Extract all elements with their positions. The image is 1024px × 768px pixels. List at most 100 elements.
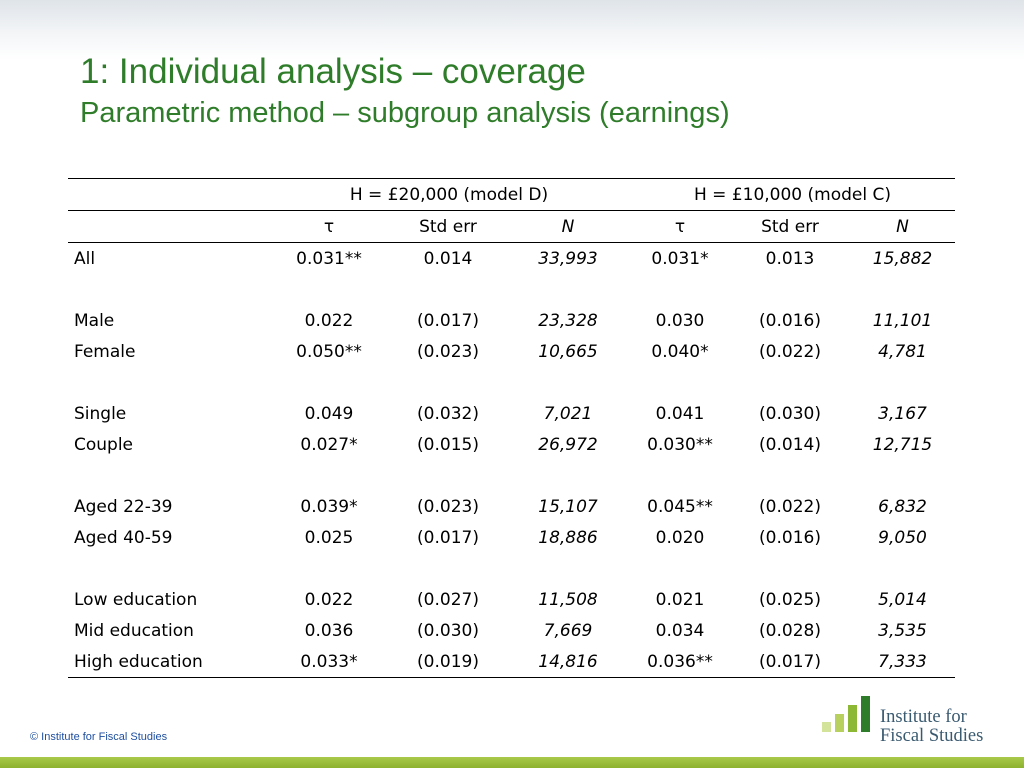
table-cell: (0.015) bbox=[417, 434, 479, 455]
table-cell: (0.017) bbox=[417, 310, 479, 331]
spacer-cell bbox=[68, 460, 955, 491]
table-cell: (0.022) bbox=[759, 341, 821, 362]
table-cell: 0.021 bbox=[655, 589, 705, 610]
table-cell: 10,665 bbox=[538, 341, 598, 362]
table-cell: 0.036 bbox=[304, 620, 354, 641]
column-header: N bbox=[850, 210, 955, 243]
table-cell: 0.030** bbox=[647, 434, 713, 455]
row-label: High education bbox=[68, 646, 268, 678]
row-label: Aged 22-39 bbox=[74, 496, 173, 517]
table-row: Male 0.022 (0.017) 23,328 0.030 (0.016) 11,101 bbox=[68, 305, 955, 336]
row-label: Male bbox=[74, 310, 115, 331]
table-cell: 0.025 bbox=[304, 527, 354, 548]
ifs-logo: Institute for Fiscal Studies bbox=[822, 694, 997, 754]
table-cell: 3,167 bbox=[878, 403, 927, 424]
table-row: Aged 22-39 0.039* (0.023) 15,107 0.045** (0.0… bbox=[68, 491, 955, 522]
table-cell: 0.013 bbox=[765, 248, 815, 269]
slide-title: 1: Individual analysis – coverage bbox=[80, 52, 586, 91]
spacer-row bbox=[68, 367, 955, 398]
table-cell: (0.028) bbox=[759, 620, 821, 641]
table-cell: 6,832 bbox=[878, 496, 927, 517]
row-label: All bbox=[74, 248, 96, 269]
table-cell: (0.016) bbox=[759, 527, 821, 548]
table-cell: 0.049 bbox=[304, 403, 354, 424]
group-header-model-c: H = £10,000 (model C) bbox=[630, 178, 955, 211]
table-cell: (0.023) bbox=[417, 496, 479, 517]
column-header: Std err bbox=[390, 210, 506, 243]
table-cell: 11,508 bbox=[538, 589, 598, 610]
table-cell: 3,535 bbox=[878, 620, 927, 641]
table-cell: 7,021 bbox=[543, 403, 593, 424]
spacer-row bbox=[68, 274, 955, 305]
column-header: Std err bbox=[730, 210, 850, 243]
table-cell: 0.034 bbox=[655, 620, 705, 641]
table-row: All 0.031** 0.014 33,993 0.031* 0.013 15,882 bbox=[68, 243, 955, 275]
table-cell: 0.020 bbox=[655, 527, 705, 548]
spacer-row bbox=[68, 460, 955, 491]
row-label: Couple bbox=[74, 434, 134, 455]
empty-header-cell bbox=[68, 210, 268, 243]
table-cell: (0.017) bbox=[417, 527, 479, 548]
table-cell: 0.039* bbox=[300, 496, 358, 517]
column-header: τ bbox=[268, 210, 390, 243]
table-cell: 12,715 bbox=[872, 434, 933, 455]
table-cell: 15,107 bbox=[538, 496, 598, 517]
slide-subtitle: Parametric method – subgroup analysis (e… bbox=[80, 97, 730, 129]
logo-wordmark: Institute for Fiscal Studies bbox=[880, 708, 983, 746]
column-header-row: τ Std err N τ Std err N bbox=[68, 210, 955, 243]
table-cell: 7,333 bbox=[850, 646, 955, 678]
table-cell: 4,781 bbox=[878, 341, 927, 362]
table-cell: 0.027* bbox=[300, 434, 358, 455]
table-cell: 18,886 bbox=[538, 527, 598, 548]
table-cell: (0.025) bbox=[759, 589, 821, 610]
table-cell: 0.033* bbox=[268, 646, 390, 678]
table-cell: 0.031** bbox=[296, 248, 362, 269]
table-cell: 0.022 bbox=[304, 589, 354, 610]
bottom-accent-bar bbox=[0, 757, 1024, 768]
table-row: Female 0.050** (0.023) 10,665 0.040* (0.022) 4… bbox=[68, 336, 955, 367]
spacer-cell bbox=[68, 274, 955, 305]
row-label: Aged 40-59 bbox=[74, 527, 173, 548]
row-label: Single bbox=[74, 403, 127, 424]
row-label: Female bbox=[74, 341, 136, 362]
table-cell: 15,882 bbox=[872, 248, 933, 269]
table-cell: 9,050 bbox=[878, 527, 927, 548]
table-cell: 5,014 bbox=[878, 589, 927, 610]
table-cell: (0.019) bbox=[390, 646, 506, 678]
table-cell: 7,669 bbox=[543, 620, 593, 641]
table-cell: 33,993 bbox=[538, 248, 598, 269]
table-cell: (0.022) bbox=[759, 496, 821, 517]
table-cell: 0.036** bbox=[630, 646, 730, 678]
results-table: H = £20,000 (model D) H = £10,000 (model… bbox=[68, 178, 955, 678]
table-row: Aged 40-59 0.025 (0.017) 18,886 0.020 (0.016)… bbox=[68, 522, 955, 553]
row-label: Mid education bbox=[74, 620, 194, 641]
table-cell: (0.030) bbox=[759, 403, 821, 424]
table-cell: 0.022 bbox=[304, 310, 354, 331]
table-cell: (0.032) bbox=[417, 403, 479, 424]
table-cell: (0.027) bbox=[417, 589, 479, 610]
row-label: Low education bbox=[74, 589, 198, 610]
table-row: High education 0.033* (0.019) 14,816 0.036**… bbox=[68, 646, 955, 678]
table-cell: (0.016) bbox=[759, 310, 821, 331]
table-cell: 0.031* bbox=[651, 248, 709, 269]
table-cell: 14,816 bbox=[506, 646, 630, 678]
table-cell: 23,328 bbox=[538, 310, 598, 331]
table-cell: 0.040* bbox=[651, 341, 709, 362]
logo-bars-icon bbox=[822, 696, 870, 732]
table-cell: 26,972 bbox=[538, 434, 598, 455]
column-header: τ bbox=[630, 210, 730, 243]
table-row: Low education 0.022 (0.027) 11,508 0.021 (0.0… bbox=[68, 584, 955, 615]
table-cell: 0.014 bbox=[423, 248, 473, 269]
table-cell: (0.014) bbox=[759, 434, 821, 455]
table-row: Couple 0.027* (0.015) 26,972 0.030** (0.014) 1… bbox=[68, 429, 955, 460]
table-cell: 0.030 bbox=[655, 310, 705, 331]
group-header-row: H = £20,000 (model D) H = £10,000 (model… bbox=[68, 178, 955, 211]
spacer-cell bbox=[68, 553, 955, 584]
copyright-text: © Institute for Fiscal Studies bbox=[30, 731, 168, 743]
spacer-cell bbox=[68, 367, 955, 398]
table-cell: 0.041 bbox=[655, 403, 705, 424]
spacer-row bbox=[68, 553, 955, 584]
table-cell: (0.030) bbox=[417, 620, 479, 641]
logo-line: Institute for bbox=[880, 707, 967, 727]
table-row: Single 0.049 (0.032) 7,021 0.041 (0.030) 3,167 bbox=[68, 398, 955, 429]
